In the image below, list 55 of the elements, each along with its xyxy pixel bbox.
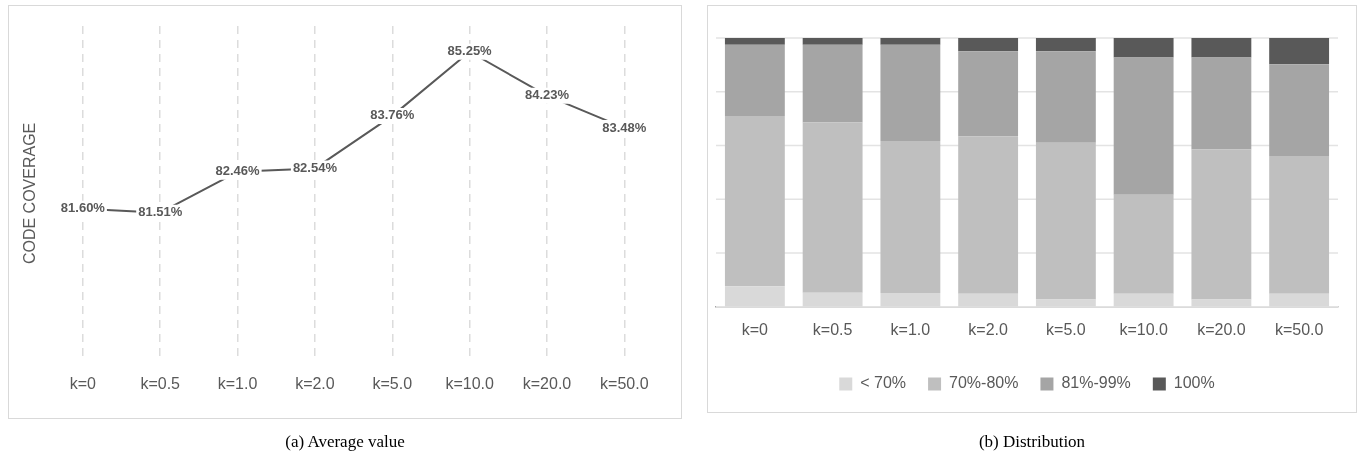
data-label: 82.54%	[292, 159, 338, 175]
bar	[1191, 149, 1252, 300]
x-tick-label: k=0	[69, 374, 97, 392]
data-label: 83.48%	[602, 119, 647, 135]
bar	[1269, 156, 1330, 294]
data-label: 81.51%	[138, 204, 183, 220]
x-tick-label: k=50.0	[1274, 320, 1324, 338]
data-label: 83.76%	[370, 107, 415, 123]
x-tick-label: k=20.0	[522, 374, 572, 392]
x-tick-label: k=2.0	[295, 374, 335, 392]
legend-label: 100%	[1173, 374, 1215, 392]
bar	[1113, 38, 1174, 58]
x-tick-label: k=0.5	[812, 320, 853, 338]
x-tick-label: k=10.0	[1119, 320, 1168, 338]
x-tick-label: k=5.0	[372, 374, 413, 392]
x-tick-label: k=5.0	[1046, 320, 1086, 338]
data-label: 84.23%	[524, 87, 570, 103]
bar	[958, 136, 1019, 294]
bar	[1035, 142, 1096, 300]
data-label: 85.25%	[447, 43, 493, 59]
bar	[1191, 38, 1252, 58]
bar	[802, 38, 863, 45]
legend-label: < 70%	[860, 374, 907, 392]
x-tick-label: k=1.0	[890, 320, 931, 338]
text: (b) Distribution	[977, 432, 1087, 452]
y-axis-title: CODE COVERAGE	[21, 122, 39, 265]
bar	[724, 38, 785, 45]
bar	[880, 38, 941, 45]
x-tick-label: k=0	[741, 320, 769, 338]
text: (a) Average value	[284, 432, 406, 452]
data-label: 82.46%	[215, 163, 261, 179]
x-tick-label: k=10.0	[445, 374, 494, 392]
x-tick-label: k=50.0	[600, 374, 649, 392]
x-tick-label: k=2.0	[968, 320, 1009, 338]
bar	[1269, 64, 1330, 156]
bar	[880, 44, 941, 141]
x-tick-label: k=0.5	[140, 374, 181, 392]
bar	[1113, 194, 1174, 294]
bar	[1035, 51, 1096, 143]
bar	[1191, 57, 1252, 150]
legend-label: 70%-80%	[949, 374, 1019, 392]
bar	[724, 115, 785, 287]
bar	[802, 122, 863, 293]
x-tick-label: k=1.0	[217, 374, 258, 392]
bar	[958, 51, 1019, 137]
bar	[958, 38, 1019, 52]
bar	[1113, 57, 1174, 195]
bar	[1269, 38, 1330, 65]
data-label: 81.60%	[60, 200, 106, 216]
bar	[880, 140, 941, 294]
legend-label: 81%-99%	[1061, 374, 1131, 392]
x-tick-label: k=20.0	[1197, 320, 1246, 338]
bar	[724, 44, 785, 116]
bar	[1035, 38, 1096, 52]
bar	[802, 44, 863, 123]
